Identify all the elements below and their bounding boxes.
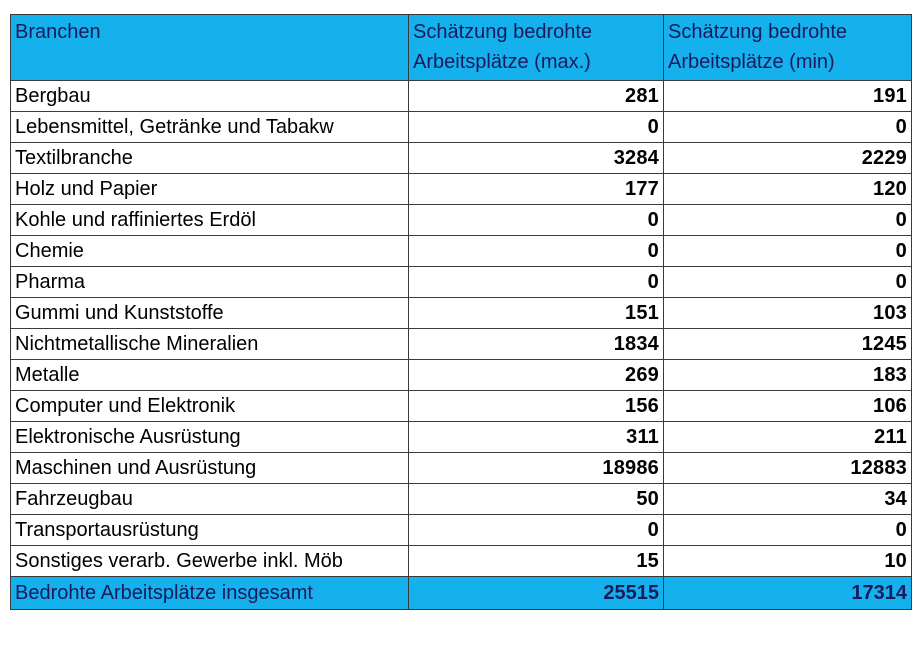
cell-min[interactable]: 0 [663, 204, 912, 236]
cell-branche[interactable]: Sonstiges verarb. Gewerbe inkl. Möb [10, 545, 409, 577]
cell-max[interactable]: 151 [408, 297, 664, 329]
cell-min[interactable]: 1245 [663, 328, 912, 360]
cell-max[interactable]: 0 [408, 204, 664, 236]
cell-min[interactable]: 2229 [663, 142, 912, 174]
cell-branche[interactable]: Computer und Elektronik [10, 390, 409, 422]
table-row: Bergbau 281 191 [10, 80, 912, 112]
table-header-row: Branchen Schätzung bedrohte Arbeitsplätz… [10, 14, 912, 81]
cell-min[interactable]: 0 [663, 514, 912, 546]
cell-max[interactable]: 311 [408, 421, 664, 453]
cell-min[interactable]: 12883 [663, 452, 912, 484]
header-estimate-min: Schätzung bedrohte Arbeitsplätze (min) [663, 14, 912, 81]
cell-min[interactable]: 34 [663, 483, 912, 515]
table-total-row: Bedrohte Arbeitsplätze insgesamt 25515 1… [10, 576, 912, 610]
cell-max[interactable]: 50 [408, 483, 664, 515]
cell-min[interactable]: 0 [663, 111, 912, 143]
cell-max[interactable]: 177 [408, 173, 664, 205]
table-row: Kohle und raffiniertes Erdöl 0 0 [10, 204, 912, 236]
table-row: Elektronische Ausrüstung 311 211 [10, 421, 912, 453]
table-row: Sonstiges verarb. Gewerbe inkl. Möb 15 1… [10, 545, 912, 577]
cell-branche[interactable]: Transportausrüstung [10, 514, 409, 546]
cell-branche[interactable]: Holz und Papier [10, 173, 409, 205]
cell-min[interactable]: 183 [663, 359, 912, 391]
table-row: Nichtmetallische Mineralien 1834 1245 [10, 328, 912, 360]
cell-max[interactable]: 1834 [408, 328, 664, 360]
cell-max[interactable]: 281 [408, 80, 664, 112]
table-row: Fahrzeugbau 50 34 [10, 483, 912, 515]
cell-max[interactable]: 0 [408, 266, 664, 298]
header-branchen: Branchen [10, 14, 409, 81]
table-row: Gummi und Kunststoffe 151 103 [10, 297, 912, 329]
total-min[interactable]: 17314 [663, 576, 912, 610]
cell-max[interactable]: 18986 [408, 452, 664, 484]
cell-branche[interactable]: Metalle [10, 359, 409, 391]
cell-max[interactable]: 0 [408, 514, 664, 546]
cell-branche[interactable]: Nichtmetallische Mineralien [10, 328, 409, 360]
cell-min[interactable]: 211 [663, 421, 912, 453]
cell-max[interactable]: 0 [408, 235, 664, 267]
cell-min[interactable]: 0 [663, 235, 912, 267]
table-row: Maschinen und Ausrüstung 18986 12883 [10, 452, 912, 484]
total-max[interactable]: 25515 [408, 576, 664, 610]
table-row: Lebensmittel, Getränke und Tabakw 0 0 [10, 111, 912, 143]
cell-max[interactable]: 269 [408, 359, 664, 391]
cell-branche[interactable]: Fahrzeugbau [10, 483, 409, 515]
table-row: Transportausrüstung 0 0 [10, 514, 912, 546]
cell-min[interactable]: 120 [663, 173, 912, 205]
cell-branche[interactable]: Bergbau [10, 80, 409, 112]
cell-branche[interactable]: Gummi und Kunststoffe [10, 297, 409, 329]
cell-min[interactable]: 103 [663, 297, 912, 329]
table-row: Holz und Papier 177 120 [10, 173, 912, 205]
cell-max[interactable]: 156 [408, 390, 664, 422]
threatened-jobs-table: Branchen Schätzung bedrohte Arbeitsplätz… [10, 14, 912, 610]
cell-branche[interactable]: Pharma [10, 266, 409, 298]
cell-branche[interactable]: Kohle und raffiniertes Erdöl [10, 204, 409, 236]
cell-min[interactable]: 191 [663, 80, 912, 112]
header-estimate-max: Schätzung bedrohte Arbeitsplätze (max.) [408, 14, 664, 81]
table-row: Pharma 0 0 [10, 266, 912, 298]
cell-min[interactable]: 10 [663, 545, 912, 577]
cell-max[interactable]: 3284 [408, 142, 664, 174]
table-row: Metalle 269 183 [10, 359, 912, 391]
cell-branche[interactable]: Elektronische Ausrüstung [10, 421, 409, 453]
cell-branche[interactable]: Textilbranche [10, 142, 409, 174]
cell-min[interactable]: 106 [663, 390, 912, 422]
cell-branche[interactable]: Lebensmittel, Getränke und Tabakw [10, 111, 409, 143]
cell-branche[interactable]: Maschinen und Ausrüstung [10, 452, 409, 484]
cell-max[interactable]: 15 [408, 545, 664, 577]
table-row: Chemie 0 0 [10, 235, 912, 267]
cell-max[interactable]: 0 [408, 111, 664, 143]
employment-table-container: Branchen Schätzung bedrohte Arbeitsplätz… [10, 14, 912, 610]
cell-min[interactable]: 0 [663, 266, 912, 298]
table-row: Textilbranche 3284 2229 [10, 142, 912, 174]
table-row: Computer und Elektronik 156 106 [10, 390, 912, 422]
cell-branche[interactable]: Chemie [10, 235, 409, 267]
total-label[interactable]: Bedrohte Arbeitsplätze insgesamt [10, 576, 409, 610]
